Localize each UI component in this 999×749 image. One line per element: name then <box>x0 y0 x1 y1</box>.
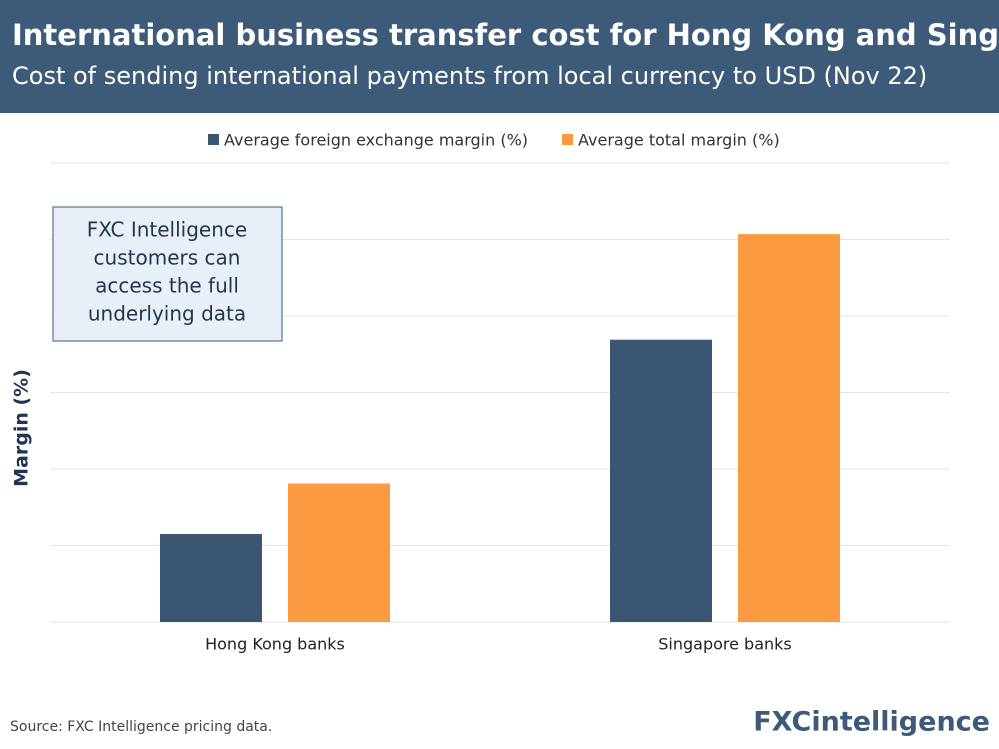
y-axis-label: Margin (%) <box>11 369 33 487</box>
bar <box>288 483 390 622</box>
bar <box>738 234 840 622</box>
annotation-text: FXC Intelligence <box>87 218 247 242</box>
chart-title: International business transfer cost for… <box>12 18 999 52</box>
logo: FXCintelligence <box>753 707 990 738</box>
bar <box>610 339 712 622</box>
x-tick-label: Hong Kong banks <box>205 635 345 654</box>
bar <box>160 534 262 622</box>
header-band <box>0 0 999 113</box>
annotation-text: underlying data <box>88 302 246 326</box>
legend-swatch <box>562 134 574 145</box>
x-tick-label: Singapore banks <box>658 635 792 654</box>
annotation-text: access the full <box>95 274 239 298</box>
source: Source: FXC Intelligence pricing data. <box>10 719 272 735</box>
annotation-box <box>52 206 283 342</box>
legend-swatch <box>208 134 219 145</box>
legend-label: Average total margin (%) <box>578 131 780 150</box>
annotation-text: customers can <box>94 246 241 270</box>
chart-subtitle: Cost of sending international payments f… <box>12 62 927 90</box>
legend-label: Average foreign exchange margin (%) <box>224 131 528 150</box>
